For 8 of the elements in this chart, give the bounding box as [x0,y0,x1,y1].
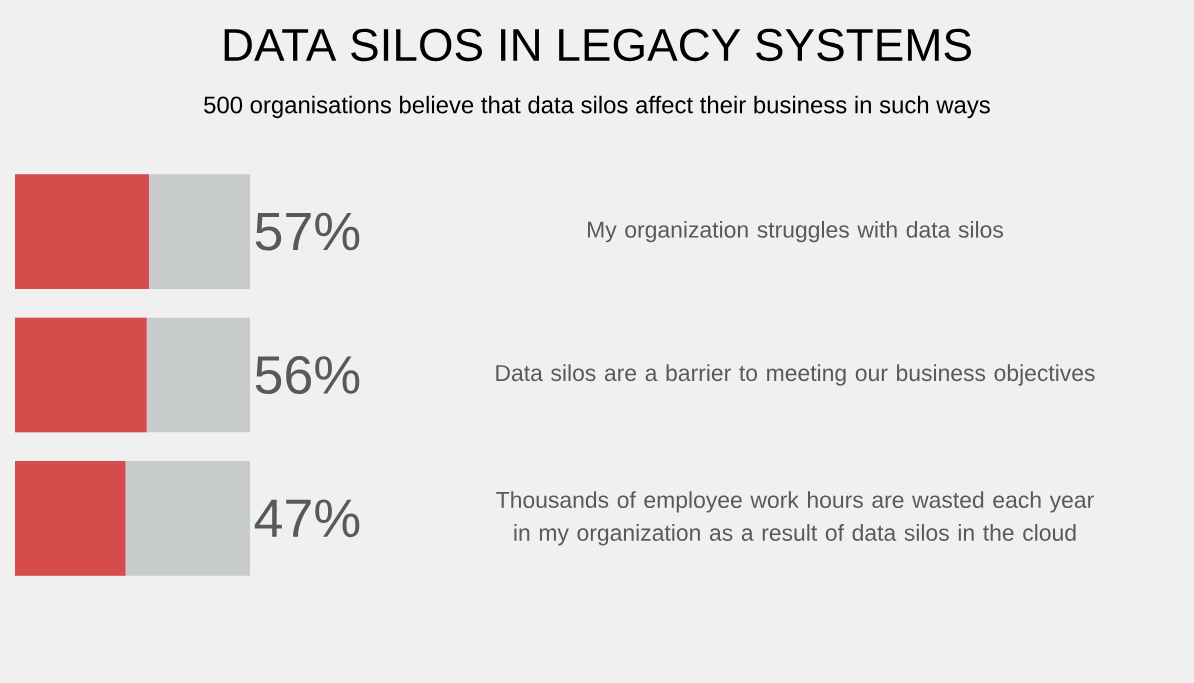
text: 500 organisations believe that data silos affect their business in such ways [204,95,990,119]
data-label: 56% [255,355,360,395]
y-tick-label: My organization struggles with data silos [588,220,1003,243]
y-tick-label: Thousands of employee work hours are wasted each year in my organization as a result of data silos in the cloud [496,491,1094,546]
data-label: 57% [255,212,360,251]
y-tick-label: Data silos are a barrier to meeting our business objectives [496,364,1095,386]
text: DATA SILOS IN LEGACY SYSTEMS [224,28,971,62]
data-label: 47% [254,499,360,538]
